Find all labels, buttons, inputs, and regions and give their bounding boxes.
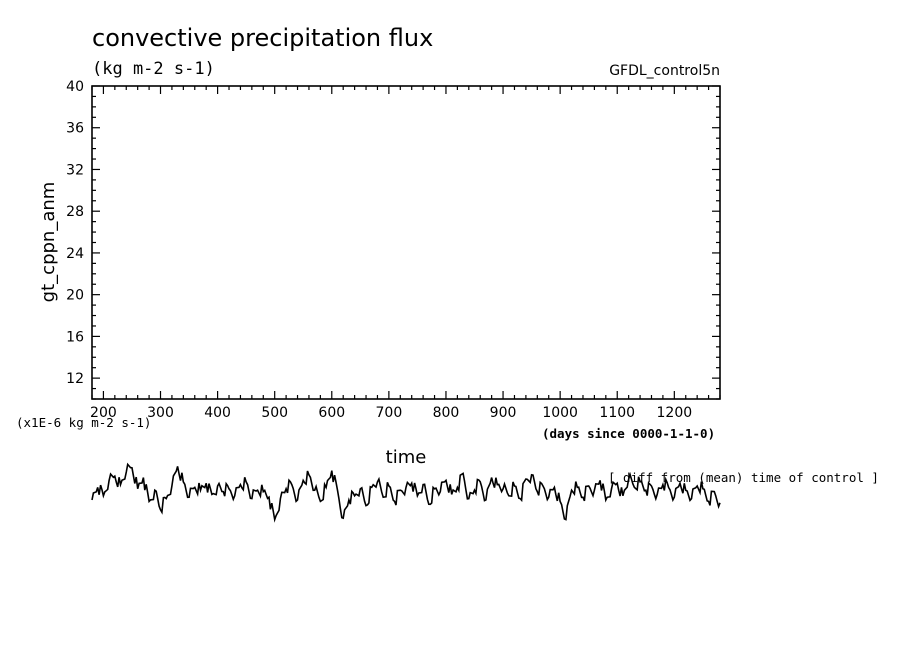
y-tick-label: 32 (66, 162, 84, 178)
y-tick-label: 12 (66, 371, 84, 387)
x-axis-ticks: 200 300 400 500 600 700 800 900 1000 1100 1200 (90, 86, 721, 421)
series-line (91, 462, 721, 523)
plot-frame (91, 85, 721, 400)
x-tick-label: 200 (90, 405, 117, 421)
x-tick-label: 700 (376, 405, 403, 421)
y-tick-label: 36 (66, 121, 84, 137)
x-tick-label: 900 (490, 405, 517, 421)
x-tick-label: 1000 (542, 405, 578, 421)
chart-title: convective precipitation flux (92, 24, 433, 52)
y-tick-label: 20 (66, 288, 84, 304)
y-tick-label: 40 (66, 79, 84, 95)
x-tick-label: 600 (318, 405, 345, 421)
y-units-note: (x1E-6 kg m-2 s-1) (16, 415, 151, 430)
x-tick-label: 300 (147, 405, 174, 421)
x-axis-label: time (386, 447, 427, 468)
y-axis-ticks: 12 16 20 24 28 32 36 40 (66, 79, 720, 400)
x-units-label: (days since 0000-1-1-0) (542, 426, 715, 441)
x-tick-label: 1200 (657, 405, 693, 421)
y-tick-label: 24 (66, 246, 84, 262)
dataset-label: GFDL_control5n (609, 63, 720, 79)
y-tick-label: 16 (66, 329, 84, 345)
diff-note: [ diff from (mean) time of control ] (608, 470, 879, 485)
y-tick-label: 28 (66, 204, 84, 220)
chart-units: (kg m-2 s-1) (92, 59, 215, 79)
x-tick-label: 400 (204, 405, 231, 421)
y-axis-label: gt_cppn_anm (38, 182, 59, 303)
x-tick-label: 500 (261, 405, 288, 421)
x-tick-label: 1100 (599, 405, 635, 421)
x-tick-label: 800 (433, 405, 460, 421)
